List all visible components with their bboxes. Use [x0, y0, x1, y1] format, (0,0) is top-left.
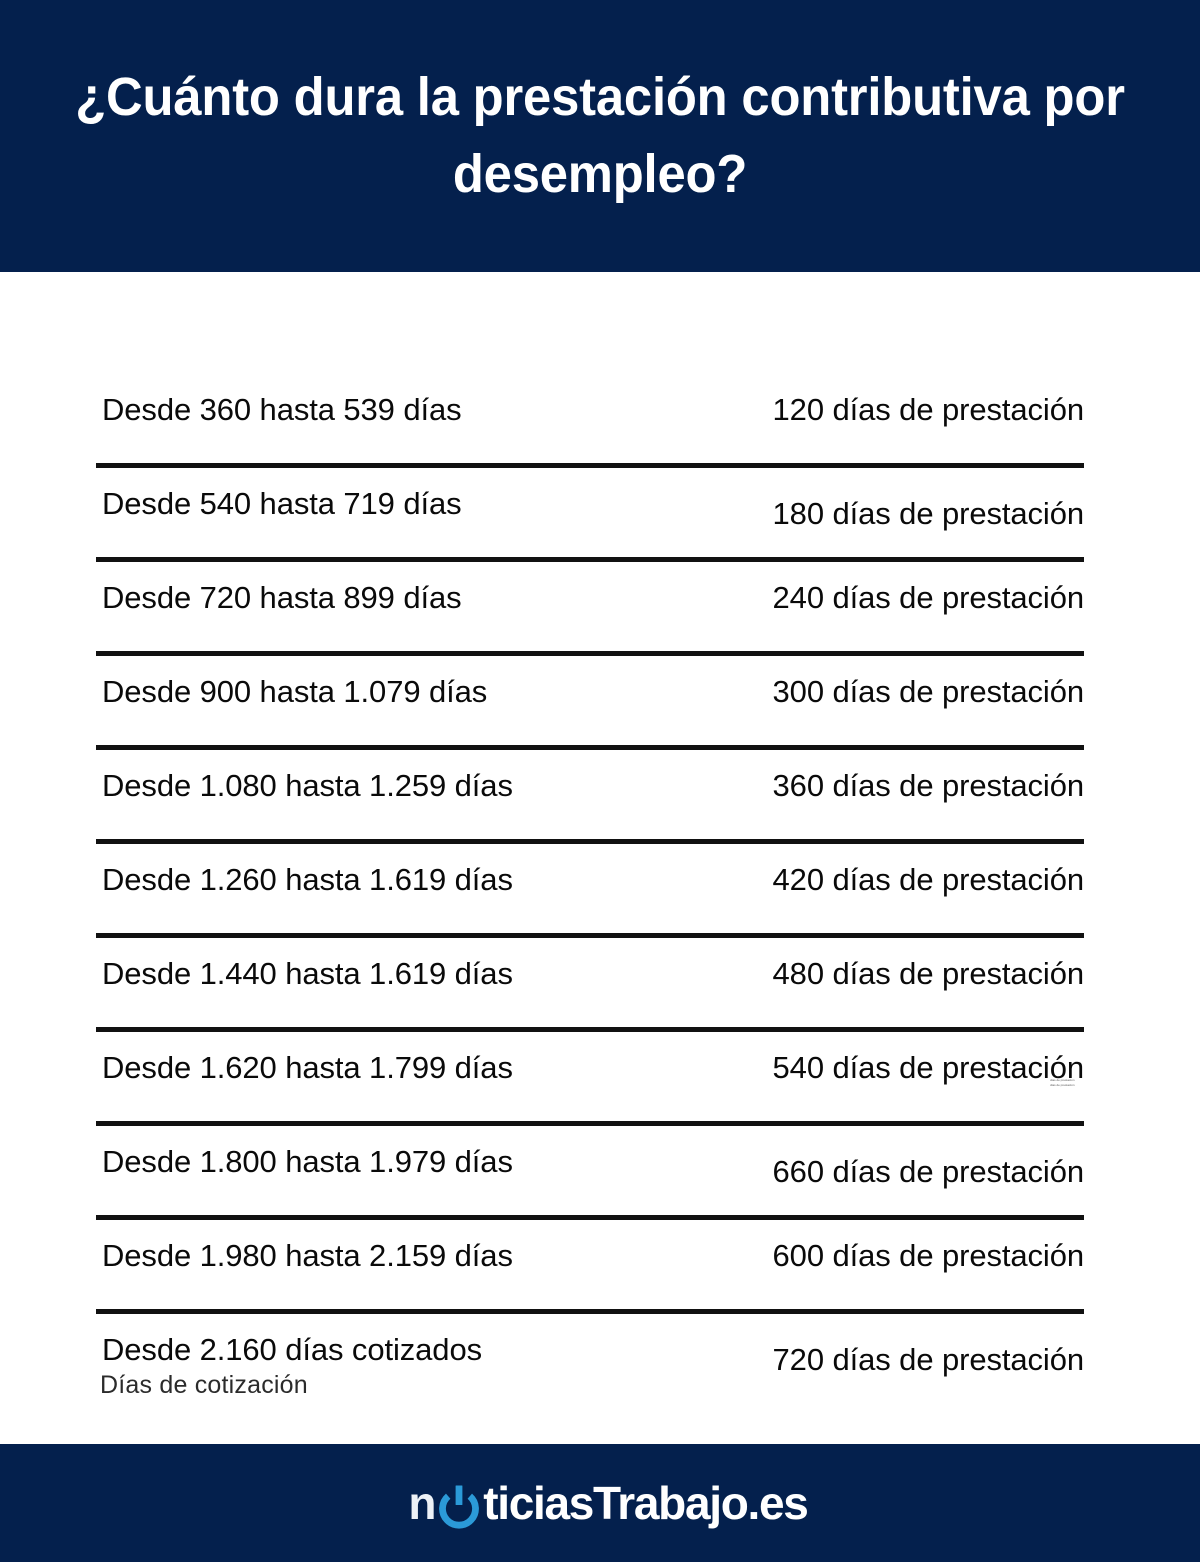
table-row: Desde 360 hasta 539 días 120 días de pre… [96, 374, 1084, 468]
cell-benefit-duration: 360 días de prestación [772, 768, 1085, 803]
cell-benefit-duration: 600 días de prestación [772, 1238, 1085, 1273]
cell-cotization-range: Desde 1.440 hasta 1.619 días [102, 956, 513, 991]
site-logo[interactable]: n ticiasTrabajo.es [408, 1476, 809, 1530]
table-row: Desde 2.160 días cotizados 720 días de p… [96, 1314, 1084, 1408]
table-row: Desde 1.800 hasta 1.979 días 660 días de… [96, 1126, 1084, 1220]
cell-cotization-range: Desde 540 hasta 719 días [102, 486, 462, 521]
power-icon [436, 1483, 482, 1529]
table-row: Desde 1.260 hasta 1.619 días 420 días de… [96, 844, 1084, 938]
cell-cotization-range: Desde 1.620 hasta 1.799 días [102, 1050, 513, 1085]
cell-benefit-duration: 480 días de prestación [772, 956, 1085, 991]
cell-benefit-duration: 540 días de prestación [772, 1050, 1085, 1085]
micro-text-artifact: días de prestación días de prestación [1050, 1078, 1088, 1088]
cell-benefit-duration: 720 días de prestación [772, 1342, 1085, 1377]
cell-cotization-range: Desde 900 hasta 1.079 días [102, 674, 488, 709]
cell-cotization-range: Desde 2.160 días cotizados [102, 1332, 482, 1367]
logo-suffix-text: ticiasTrabajo.es [483, 1477, 809, 1529]
cell-cotization-range: Desde 360 hasta 539 días [102, 392, 462, 427]
benefit-duration-table: Desde 360 hasta 539 días 120 días de pre… [96, 374, 1084, 1408]
cell-cotization-range: Desde 1.800 hasta 1.979 días [102, 1144, 513, 1179]
cell-benefit-duration: 240 días de prestación [772, 580, 1085, 615]
cell-cotization-range: Desde 1.260 hasta 1.619 días [102, 862, 513, 897]
table-row: Desde 720 hasta 899 días 240 días de pre… [96, 562, 1084, 656]
cell-benefit-duration: 300 días de prestación [772, 674, 1085, 709]
cell-benefit-duration: 120 días de prestación [772, 392, 1085, 427]
micro-text-line-1: días de prestación [1050, 1078, 1075, 1082]
header-banner: ¿Cuánto dura la prestación contributiva … [0, 0, 1200, 272]
cell-cotization-range: Desde 720 hasta 899 días [102, 580, 462, 615]
axis-caption-cotization-days: Días de cotización [100, 1371, 308, 1399]
table-row: Desde 540 hasta 719 días 180 días de pre… [96, 468, 1084, 562]
table-row: Desde 1.620 hasta 1.799 días 540 días de… [96, 1032, 1084, 1126]
cell-cotization-range: Desde 1.980 hasta 2.159 días [102, 1238, 513, 1273]
footer-banner: n ticiasTrabajo.es [0, 1444, 1200, 1562]
page-title: ¿Cuánto dura la prestación contributiva … [75, 67, 1125, 204]
micro-text-line-2: días de prestación [1050, 1082, 1075, 1087]
cell-cotization-range: Desde 1.080 hasta 1.259 días [102, 768, 513, 803]
table-row: Desde 1.980 hasta 2.159 días 600 días de… [96, 1220, 1084, 1314]
table-row: Desde 1.440 hasta 1.619 días 480 días de… [96, 938, 1084, 1032]
cell-benefit-duration: 420 días de prestación [772, 862, 1085, 897]
table-row: Desde 900 hasta 1.079 días 300 días de p… [96, 656, 1084, 750]
logo-prefix-text: n [408, 1477, 436, 1529]
cell-benefit-duration: 660 días de prestación [772, 1154, 1085, 1189]
table-row: Desde 1.080 hasta 1.259 días 360 días de… [96, 750, 1084, 844]
cell-benefit-duration: 180 días de prestación [772, 496, 1085, 531]
